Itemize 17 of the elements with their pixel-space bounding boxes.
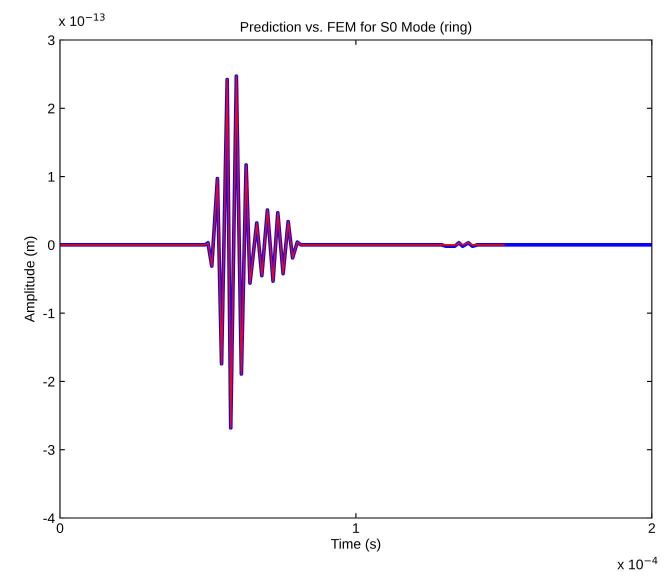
line-series	[60, 75, 505, 429]
y-tick-label: 3	[48, 35, 55, 46]
text: x 10$^{−13}$	[58, 13, 105, 26]
chart-title: Prediction vs. FEM for S0 Mode (ring)	[240, 22, 472, 35]
x-tick-label: 0	[56, 523, 64, 534]
x-tick-label: 1	[353, 523, 360, 533]
y-tick-label: 2	[48, 104, 54, 114]
y-tick-label: -2	[43, 376, 54, 386]
y-tick-label: -1	[43, 308, 54, 318]
y-axis-title: Amplitude (m)	[24, 236, 38, 322]
text: x 10$^{−4}$	[617, 556, 658, 570]
y-tick-label: 1	[48, 172, 54, 182]
x-axis-title: Time (s)	[331, 538, 380, 552]
y-tick-label: -4	[43, 513, 55, 524]
y-tick-label: -3	[43, 445, 55, 455]
y-tick-label: 0	[48, 240, 55, 250]
x-tick-label: 2	[648, 523, 655, 533]
